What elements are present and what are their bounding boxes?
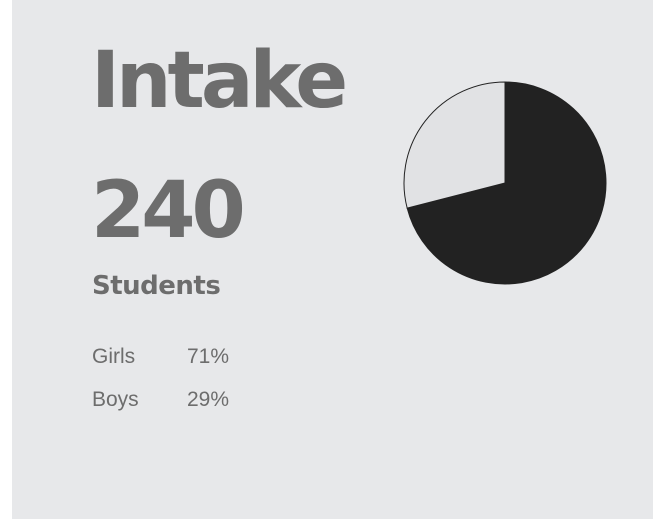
breakdown-list: Girls 71% Boys 29%	[92, 345, 229, 431]
pie-slice-boys	[403, 81, 506, 209]
breakdown-label: Boys	[92, 388, 139, 411]
breakdown-value: 29%	[187, 388, 230, 411]
count-unit-label: Students	[92, 271, 221, 301]
breakdown-row-girls: Girls 71%	[92, 345, 229, 388]
card-title: Intake	[91, 36, 348, 126]
intake-card: Intake 240 Students Girls 71% Boys 29%	[12, 0, 653, 519]
student-count: 240	[91, 166, 246, 256]
pie-chart	[403, 81, 607, 285]
breakdown-value: 71%	[187, 345, 230, 368]
pie-slice-girls	[406, 81, 607, 285]
breakdown-label: Girls	[92, 345, 136, 368]
breakdown-row-boys: Boys 29%	[92, 388, 229, 431]
